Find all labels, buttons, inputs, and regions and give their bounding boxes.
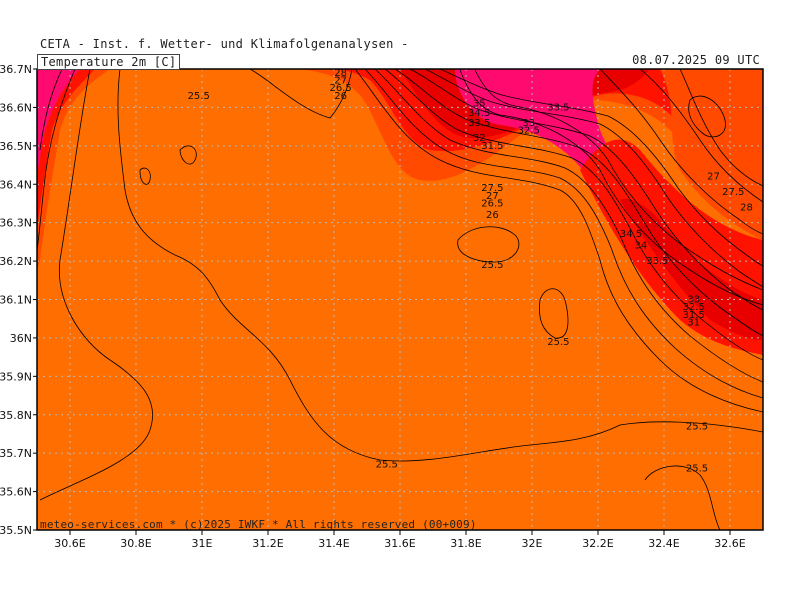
isotherm-magenta-core-2 [474, 69, 763, 291]
isotherm-small-loop-2 [179, 145, 197, 165]
isotherm-west-2 [37, 69, 76, 251]
contour-label: 26.5 [329, 83, 351, 94]
contour-label: 26 [334, 91, 347, 102]
isotherm-9 [599, 69, 763, 235]
lat-lon-grid [37, 69, 763, 530]
isotherms [37, 69, 763, 530]
isotherm-1 [354, 69, 763, 413]
contour-label: 28 [334, 68, 347, 79]
isotherm-east-loop [538, 288, 569, 339]
variable-label: Temperature 2m [C] [37, 54, 181, 70]
contour-label: 34.5 [468, 108, 490, 119]
isotherm-se-loop [644, 465, 721, 530]
contour-label: 32.5 [683, 302, 705, 313]
isotherm-ne-loop [688, 95, 726, 138]
isotherm-top-1 [249, 69, 353, 119]
lat-tick-label: 35.6N [0, 486, 32, 499]
lat-tick-label: 36.5N [0, 140, 32, 153]
contour-label: 25.5 [376, 460, 398, 471]
model-title: CETA - Inst. f. Wetter- und Klimafolgena… [40, 37, 409, 51]
isotherm-11 [679, 69, 763, 187]
lon-tick-label: 30.6E [54, 537, 85, 550]
contour-label: 28 [740, 202, 753, 213]
lat-tick-label: 35.8N [0, 409, 32, 422]
lon-tick-label: 31.6E [384, 537, 415, 550]
isotherm-3 [374, 69, 763, 383]
contour-label: 31.5 [481, 141, 503, 152]
contour-label: 33.5 [646, 256, 668, 267]
lon-tick-label: 31E [192, 537, 213, 550]
lon-tick-label: 32.6E [714, 537, 745, 550]
contour-label: 27.5 [481, 183, 503, 194]
contour-label: 34.5 [620, 229, 642, 240]
axis-ticks: 30.6E 30.8E 31E 31.2E 31.4E 31.6E 31.8E 32E 32.2… [0, 63, 746, 550]
contour-label: 33 [522, 118, 535, 129]
contour-label: 27 [486, 191, 499, 202]
contour-label: 26 [486, 210, 499, 221]
lat-tick-label: 36.7N [0, 63, 32, 76]
lat-tick-label: 35.5N [0, 524, 32, 537]
lon-tick-label: 30.8E [120, 537, 151, 550]
lat-tick-label: 36.6N [0, 101, 32, 114]
contour-label: 27 [707, 172, 720, 183]
contour-label: 27.5 [722, 187, 744, 198]
lat-tick-label: 35.7N [0, 447, 32, 460]
isotherm-8 [439, 69, 763, 267]
isotherm-4 [384, 69, 763, 361]
lat-tick-label: 35.9N [0, 370, 32, 383]
contour-label: 25.5 [188, 91, 210, 102]
isotherm-10 [639, 69, 763, 203]
isotherm-west [39, 69, 153, 501]
contour-label: 25.5 [686, 421, 708, 432]
isotherm-central-loop [457, 226, 520, 263]
isotherm-central [117, 69, 763, 462]
lon-tick-label: 32.4E [648, 537, 679, 550]
contour-label: 25.5 [481, 260, 503, 271]
isotherm-6 [409, 69, 763, 311]
contour-label: 25.5 [547, 337, 569, 348]
lon-tick-label: 31.8E [450, 537, 481, 550]
lat-tick-label: 36N [10, 332, 32, 345]
contour-label: 27 [334, 76, 347, 87]
field-nw-magenta [37, 69, 80, 175]
lat-tick-label: 36.4N [0, 178, 32, 191]
lon-tick-label: 32E [522, 537, 543, 550]
contour-label: 35 [473, 99, 486, 110]
contour-label: 33.5 [547, 102, 569, 113]
lat-tick-label: 36.3N [0, 217, 32, 230]
isotherm-small-loop-1 [139, 167, 151, 185]
contour-label: 32.5 [518, 125, 540, 136]
lat-tick-label: 36.1N [0, 294, 32, 307]
contour-label: 26.5 [481, 198, 503, 209]
contour-label: 31.5 [683, 310, 705, 321]
lon-tick-label: 31.4E [318, 537, 349, 550]
lon-tick-label: 31.2E [252, 537, 283, 550]
lat-tick-label: 36.2N [0, 255, 32, 268]
copyright-footer: meteo-services.com * (c)2025 IWKF * All … [40, 518, 477, 531]
contour-label: 34 [635, 241, 648, 252]
isotherm-west-3 [39, 69, 63, 151]
contour-label: 33 [687, 295, 700, 306]
field-east-orange-red [660, 69, 763, 240]
contour-label: 33.5 [468, 118, 490, 129]
valid-time: 08.07.2025 09 UTC [632, 53, 760, 67]
isotherm-5 [394, 69, 763, 337]
contour-label: 31 [687, 318, 700, 329]
isotherm-2 [364, 69, 763, 399]
isotherm-7 [424, 69, 763, 288]
contour-label: 32 [473, 133, 486, 144]
field-se-deepred [620, 198, 763, 340]
lon-tick-label: 32.2E [582, 537, 613, 550]
isotherm-magenta-core [459, 69, 763, 306]
contour-label: 25.5 [686, 464, 708, 475]
